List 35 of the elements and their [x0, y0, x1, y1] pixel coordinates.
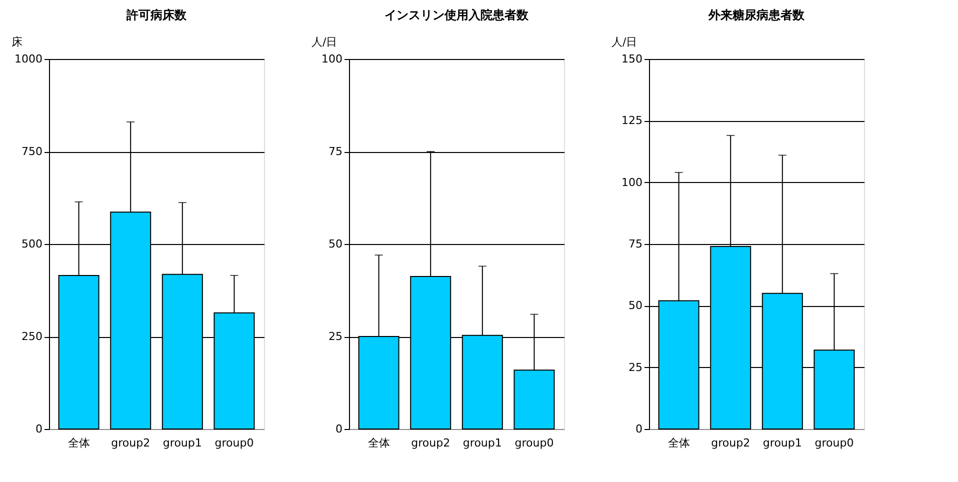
x-tick-label: group0 [214, 436, 254, 450]
x-tick-label: 全体 [68, 436, 90, 450]
x-tick-label: group1 [462, 436, 502, 450]
y-tick-label: 25 [628, 360, 642, 374]
x-tick-label: group0 [514, 436, 554, 450]
x-tick-label: 全体 [668, 436, 690, 450]
chart-title: 許可病床数 [126, 8, 188, 22]
y-tick-label: 100 [322, 52, 342, 66]
y-tick-label: 1000 [14, 52, 42, 66]
x-tick-label: group0 [814, 436, 854, 450]
x-tick-label: group2 [411, 436, 450, 450]
x-tick-label: group1 [762, 436, 802, 450]
chart-title: 外来糖尿病患者数 [708, 8, 806, 22]
y-tick-label: 50 [628, 299, 642, 312]
x-tick-label: group2 [711, 436, 750, 450]
y-axis-title: 床 [12, 36, 22, 48]
y-axis-title: 人/日 [312, 36, 338, 48]
y-tick-label: 25 [328, 330, 342, 343]
y-tick-label: 75 [628, 238, 642, 250]
chart-title: インスリン使用入院患者数 [384, 8, 530, 22]
x-tick-label: group2 [111, 436, 150, 450]
y-tick-label: 750 [22, 145, 42, 158]
y-tick-label: 500 [22, 238, 42, 250]
y-tick-label: 50 [328, 238, 342, 250]
y-axis-title: 人/日 [612, 36, 638, 48]
y-tick-label: 250 [22, 330, 42, 343]
x-tick-label: group1 [162, 436, 202, 450]
y-tick-label: 0 [36, 422, 42, 436]
y-tick-label: 150 [622, 52, 642, 66]
y-tick-label: 100 [622, 176, 642, 189]
x-tick-label: 全体 [368, 436, 390, 450]
y-tick-label: 0 [336, 422, 342, 436]
y-tick-label: 0 [636, 422, 642, 436]
y-tick-label: 75 [328, 145, 342, 158]
y-tick-label: 125 [622, 114, 642, 128]
